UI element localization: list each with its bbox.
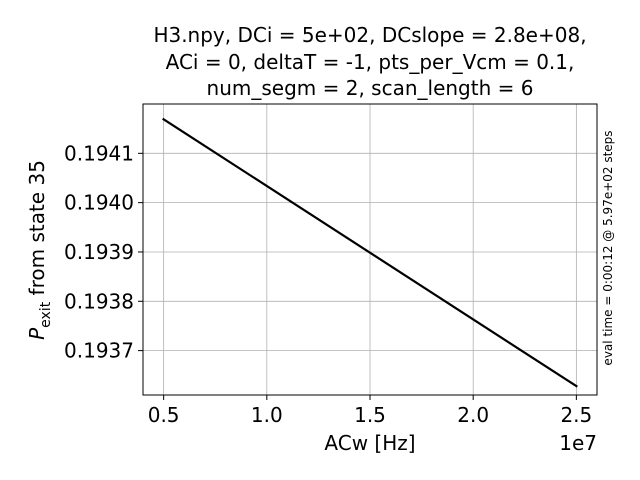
x-tick-label: 0.5 <box>148 403 180 427</box>
x-tick-label: 1.0 <box>251 403 283 427</box>
y-tick-label: 0.1940 <box>64 191 134 215</box>
x-tick-label: 1.5 <box>354 403 386 427</box>
x-axis-ticks: 0.5 1.0 1.5 2.0 2.5 <box>148 395 592 427</box>
y-axis-label: Pexit from state 35 <box>25 160 54 340</box>
y-axis-ticks: 0.1937 0.1938 0.1939 0.1940 0.1941 <box>64 141 143 363</box>
x-tick-label: 2.0 <box>457 403 489 427</box>
y-axis-label-subscript: exit <box>38 301 54 328</box>
data-layer <box>162 117 578 388</box>
y-tick-label: 0.1939 <box>64 240 134 264</box>
y-axis-label-rest: from state 35 <box>25 160 49 302</box>
y-tick-label: 0.1937 <box>64 339 134 363</box>
y-tick-label: 0.1938 <box>64 289 134 313</box>
chart-title-line-3: num_segm = 2, scan_length = 6 <box>207 76 534 100</box>
x-axis-label: ACw [Hz] <box>324 431 415 455</box>
grid <box>143 104 597 395</box>
x-tick-label: 2.5 <box>560 403 592 427</box>
series-line <box>162 117 578 388</box>
y-axis-label-symbol: P <box>25 327 49 340</box>
side-annotation: eval time = 0:00:12 @ 5.97e+02 steps <box>601 130 615 365</box>
x-axis-offset-label: 1e7 <box>559 431 597 455</box>
y-tick-label: 0.1941 <box>64 141 134 165</box>
chart-title: H3.npy, DCi = 5e+02, DCslope = 2.8e+08, … <box>153 23 586 100</box>
chart-title-line-1: H3.npy, DCi = 5e+02, DCslope = 2.8e+08, <box>153 23 586 47</box>
chart-title-line-2: ACi = 0, deltaT = -1, pts_per_Vcm = 0.1, <box>166 50 575 74</box>
